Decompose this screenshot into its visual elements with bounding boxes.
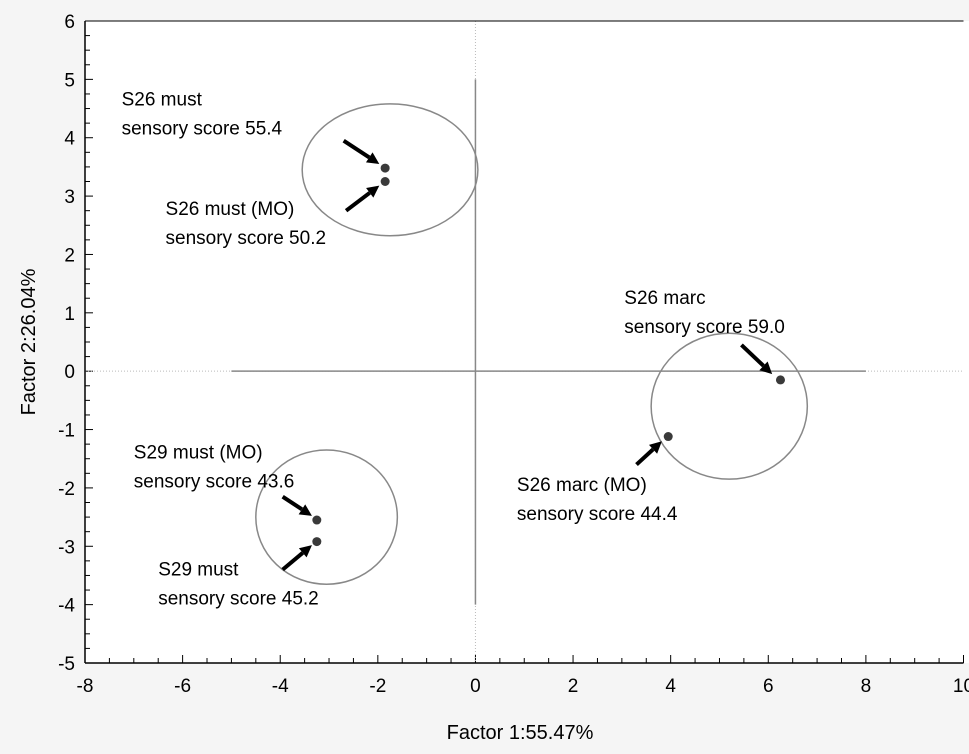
y-tick-label: 0	[64, 362, 75, 383]
y-tick-label: 3	[64, 187, 75, 208]
point-annotation-line: sensory score 55.4	[122, 119, 283, 140]
x-tick-label: 0	[470, 676, 481, 697]
y-tick-label: 2	[64, 245, 75, 266]
data-point-s26-must	[380, 163, 390, 173]
annotation-arrow-head	[298, 545, 312, 558]
y-tick-label: 4	[64, 129, 75, 150]
cluster-ellipse	[650, 332, 809, 480]
data-points	[312, 163, 785, 547]
x-tick-label: -4	[272, 676, 289, 697]
x-tick-label: 6	[763, 676, 774, 697]
x-tick-label: 10	[953, 676, 969, 697]
annotation-arrow-shaft	[740, 343, 765, 368]
plot-area	[85, 21, 969, 663]
point-annotation-line: sensory score 50.2	[166, 228, 327, 249]
data-point-s26-marc	[775, 375, 785, 385]
point-annotation-line: sensory score 44.4	[517, 504, 678, 525]
reference-lines	[85, 21, 964, 663]
cluster-ellipse	[301, 103, 479, 237]
annotation-arrow-shaft	[635, 447, 655, 467]
minor-ticks	[84, 20, 964, 664]
point-annotation-line: sensory score 45.2	[158, 588, 319, 609]
data-point-s29-must-mo	[312, 515, 322, 525]
annotation-arrow-shaft	[344, 191, 371, 213]
point-annotations: S26 must sensory score 55.4 S26 must (MO) s…	[122, 90, 785, 610]
point-annotation-line: S29 must (MO)	[134, 443, 263, 464]
x-tick-label: -6	[174, 676, 191, 697]
annotation-arrow-head	[648, 441, 662, 454]
point-annotation-line: S26 marc (MO)	[517, 475, 647, 496]
cluster-ellipse	[255, 449, 399, 585]
x-tick-label: 2	[568, 676, 579, 697]
data-point-s26-must-mo	[380, 177, 390, 186]
point-annotation-line: S26 marc	[624, 288, 705, 309]
annotation-arrow-shaft	[281, 551, 305, 572]
y-tick-label: -1	[58, 421, 75, 442]
annotation-arrow-shaft	[342, 138, 371, 160]
x-tick-label: -2	[369, 676, 386, 697]
y-tick-label: -4	[58, 596, 75, 617]
cluster-ellipses	[255, 103, 809, 585]
point-annotation-line: sensory score 59.0	[624, 317, 785, 338]
y-axis-title: Factor 2:26.04%	[18, 268, 40, 415]
data-point-s26-marc-mo	[663, 432, 673, 442]
plot-frame	[84, 20, 964, 664]
x-axis-title: Factor 1:55.47%	[447, 722, 594, 744]
y-tick-label: -3	[58, 537, 75, 558]
data-point-s29-must	[312, 537, 322, 547]
annotation-arrows	[281, 138, 773, 572]
point-annotation-line: S26 must (MO)	[166, 199, 295, 220]
y-tick-label: -2	[58, 479, 75, 500]
y-tick-label: 6	[64, 12, 75, 33]
annotation-arrow-head	[298, 504, 312, 516]
point-annotation-line: sensory score 43.6	[134, 472, 295, 493]
x-tick-label: -8	[77, 676, 94, 697]
annotation-arrow-head	[365, 152, 380, 164]
y-tick-label: -5	[58, 654, 75, 675]
x-tick-label: 4	[665, 676, 676, 697]
tick-labels: -8 -6 -4 -2 0 2 4 6 8 10 -5 -4 -3 -2 -1 0 1 2 3 4 5 6	[58, 12, 969, 697]
point-annotation-line: S29 must	[158, 559, 239, 580]
y-tick-label: 5	[64, 70, 75, 91]
x-tick-label: 8	[861, 676, 872, 697]
annotation-arrow-head	[759, 361, 773, 375]
y-tick-label: 1	[64, 304, 75, 325]
annotation-arrow-shaft	[281, 494, 304, 512]
point-annotation-line: S26 must	[122, 90, 203, 111]
annotation-arrow-head	[366, 185, 380, 198]
